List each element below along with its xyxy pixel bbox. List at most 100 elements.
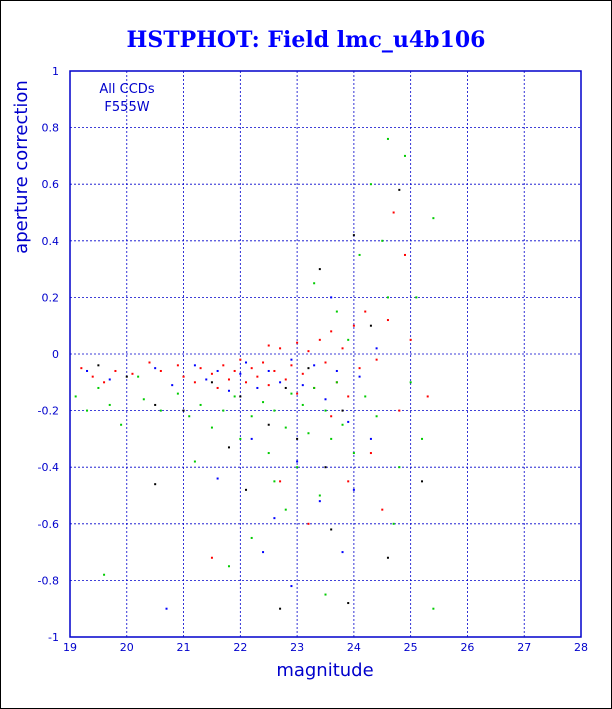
y-tick-label: 0 bbox=[52, 348, 59, 361]
data-point bbox=[409, 338, 412, 341]
data-point bbox=[74, 395, 77, 398]
data-point bbox=[381, 239, 384, 242]
data-point bbox=[347, 602, 350, 605]
data-point bbox=[296, 341, 299, 344]
data-point bbox=[137, 375, 140, 378]
data-point bbox=[352, 324, 355, 327]
data-point bbox=[364, 310, 367, 313]
data-point bbox=[176, 392, 179, 395]
y-tick-label: -0.8 bbox=[38, 574, 59, 587]
data-point bbox=[193, 381, 196, 384]
x-tick-label: 23 bbox=[290, 641, 304, 654]
data-point bbox=[324, 361, 327, 364]
data-point bbox=[290, 358, 293, 361]
data-point bbox=[216, 386, 219, 389]
data-point bbox=[103, 381, 106, 384]
data-point bbox=[296, 466, 299, 469]
data-point bbox=[432, 217, 435, 220]
annotation-ccds: All CCDs bbox=[99, 82, 154, 97]
data-point bbox=[142, 398, 145, 401]
data-point bbox=[386, 319, 389, 322]
x-tick-label: 21 bbox=[177, 641, 191, 654]
data-point bbox=[210, 426, 213, 429]
data-point bbox=[103, 573, 106, 576]
data-point bbox=[358, 367, 361, 370]
y-tick-label: -0.2 bbox=[38, 405, 59, 418]
data-point bbox=[86, 409, 89, 412]
data-point bbox=[432, 607, 435, 610]
data-point bbox=[114, 369, 117, 372]
data-point bbox=[154, 483, 157, 486]
data-point bbox=[131, 372, 134, 375]
data-point bbox=[239, 437, 242, 440]
data-point bbox=[335, 369, 338, 372]
data-point bbox=[369, 183, 372, 186]
data-point bbox=[284, 386, 287, 389]
data-point bbox=[341, 423, 344, 426]
data-point bbox=[210, 556, 213, 559]
data-point bbox=[97, 386, 100, 389]
data-point bbox=[358, 253, 361, 256]
data-point bbox=[193, 460, 196, 463]
data-point bbox=[273, 369, 276, 372]
plot-area-border bbox=[69, 70, 582, 638]
data-point bbox=[284, 426, 287, 429]
grid bbox=[70, 71, 581, 637]
data-point bbox=[120, 423, 123, 426]
data-point bbox=[290, 585, 293, 588]
y-tick-label: 1 bbox=[52, 65, 59, 78]
data-point bbox=[256, 375, 259, 378]
data-point bbox=[301, 372, 304, 375]
data-point bbox=[193, 364, 196, 367]
data-point bbox=[171, 384, 174, 387]
chart-title: HSTPHOT: Field lmc_u4b106 bbox=[127, 27, 486, 53]
data-point bbox=[262, 361, 265, 364]
data-point bbox=[227, 565, 230, 568]
data-point bbox=[341, 551, 344, 554]
data-point bbox=[341, 347, 344, 350]
data-point bbox=[307, 522, 310, 525]
data-point bbox=[91, 375, 94, 378]
data-point bbox=[392, 522, 395, 525]
data-point bbox=[267, 423, 270, 426]
data-point bbox=[80, 367, 83, 370]
data-point bbox=[176, 364, 179, 367]
data-point bbox=[154, 367, 157, 370]
data-point bbox=[245, 488, 248, 491]
data-point bbox=[330, 296, 333, 299]
y-tick-label: -1 bbox=[48, 631, 59, 644]
data-point bbox=[324, 593, 327, 596]
data-point bbox=[239, 372, 242, 375]
data-point bbox=[324, 398, 327, 401]
data-point bbox=[233, 395, 236, 398]
annotation-filter: F555W bbox=[104, 100, 149, 115]
data-point bbox=[290, 392, 293, 395]
tick-labels: 19 20 21 22 23 24 25 26 27 28 -1 -0.8 -0.6 -0.4 -0.2 0 0… bbox=[38, 65, 588, 654]
data-point bbox=[284, 378, 287, 381]
data-point bbox=[301, 403, 304, 406]
data-point bbox=[324, 466, 327, 469]
data-point bbox=[352, 452, 355, 455]
data-point bbox=[86, 369, 89, 372]
data-point bbox=[290, 364, 293, 367]
data-point bbox=[341, 409, 344, 412]
data-point bbox=[375, 415, 378, 418]
data-point bbox=[239, 395, 242, 398]
data-point bbox=[262, 401, 265, 404]
data-point bbox=[307, 432, 310, 435]
y-tick-label: 0.2 bbox=[42, 291, 60, 304]
data-point bbox=[250, 367, 253, 370]
data-point bbox=[335, 310, 338, 313]
y-tick-label: 0.4 bbox=[42, 235, 60, 248]
data-point bbox=[267, 344, 270, 347]
data-point bbox=[245, 361, 248, 364]
data-point bbox=[369, 437, 372, 440]
data-point bbox=[227, 378, 230, 381]
data-point bbox=[335, 381, 338, 384]
data-point bbox=[267, 452, 270, 455]
data-point bbox=[403, 253, 406, 256]
data-point bbox=[386, 296, 389, 299]
x-tick-label: 28 bbox=[574, 641, 588, 654]
data-point bbox=[369, 452, 372, 455]
